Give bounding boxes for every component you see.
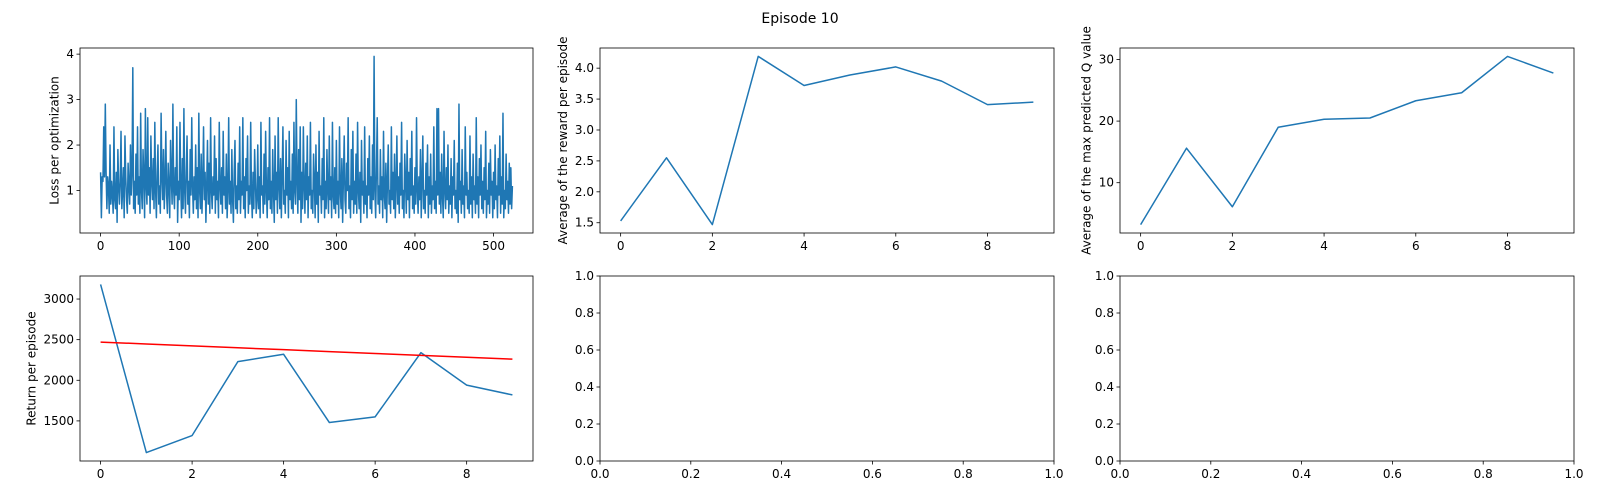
x-tick-label: 100 (168, 239, 191, 253)
y-tick-label: 3000 (43, 292, 74, 306)
figure-title: Episode 10 (761, 11, 838, 27)
x-tick-label: 0.8 (1474, 467, 1493, 481)
subplot: 0.0 0.2 0.4 0.6 0.8 1.0 0.0 0.2 0.4 0.6 0.8 1.0 (1095, 269, 1584, 481)
x-tick-label: 0.2 (681, 467, 700, 481)
y-axis-label: Average of the max predicted Q value (1080, 26, 1094, 255)
x-tick-label: 0.8 (954, 467, 973, 481)
x-tick-label: 6 (1412, 239, 1420, 253)
data-line (1139, 55, 1554, 225)
data-line (100, 341, 513, 360)
y-tick-label: 0.6 (575, 343, 594, 357)
x-tick-label: 1.0 (1564, 467, 1583, 481)
x-tick-label: 0 (1137, 239, 1145, 253)
x-tick-label: 0 (97, 467, 105, 481)
y-tick-label: 4 (66, 47, 74, 61)
y-tick-label: 3.0 (575, 123, 594, 137)
subplot: 0 2 4 6 8 1.5 2.0 2.5 3.0 3.5 4.0 Average of the re… (556, 36, 1055, 253)
y-tick-label: 0.2 (1095, 417, 1114, 431)
x-tick-label: 8 (1504, 239, 1512, 253)
y-tick-label: 30 (1099, 52, 1114, 66)
y-axis-label: Loss per optimization (47, 76, 61, 205)
y-tick-label: 1.0 (1095, 269, 1114, 283)
subplot: 0 2 4 6 8 10 20 30 Average of the max predicted … (1080, 26, 1575, 255)
y-tick-label: 1500 (43, 414, 74, 428)
data-line (99, 284, 513, 454)
subplot: 0 2 4 6 8 1500 2000 2500 3000 Return per episode (24, 275, 534, 481)
x-tick-label: 400 (404, 239, 427, 253)
x-tick-label: 0.6 (863, 467, 882, 481)
y-tick-label: 0.4 (575, 380, 594, 394)
y-tick-label: 4.0 (575, 61, 594, 75)
x-tick-label: 500 (482, 239, 505, 253)
axes-frame (1119, 275, 1575, 462)
y-axis-label: Average of the reward per episode (556, 36, 570, 244)
y-axis-label: Return per episode (24, 311, 38, 425)
y-tick-label: 2 (66, 138, 74, 152)
axes-frame (1119, 47, 1575, 234)
plot-area (99, 55, 514, 224)
plot-area (1139, 55, 1554, 225)
data-line (99, 55, 514, 224)
x-tick-label: 0 (97, 239, 105, 253)
y-tick-label: 1.5 (575, 216, 594, 230)
x-tick-label: 0.6 (1383, 467, 1402, 481)
subplot: 0.0 0.2 0.4 0.6 0.8 1.0 0.0 0.2 0.4 0.6 0.8 1.0 (575, 269, 1064, 481)
x-tick-label: 0.4 (1292, 467, 1311, 481)
x-tick-label: 4 (1320, 239, 1328, 253)
x-tick-label: 0.2 (1201, 467, 1220, 481)
y-tick-label: 0.6 (1095, 343, 1114, 357)
plot-area (620, 55, 1034, 226)
y-tick-label: 10 (1099, 176, 1114, 190)
y-tick-label: 0.4 (1095, 380, 1114, 394)
y-tick-label: 2500 (43, 333, 74, 347)
y-tick-label: 0.8 (575, 306, 594, 320)
x-tick-label: 6 (371, 467, 379, 481)
y-tick-label: 1 (66, 184, 74, 198)
subplot: 0 100 200 300 400 500 1 2 3 4 Loss per optimizatio… (47, 47, 534, 253)
axes-frame (599, 275, 1055, 462)
axes-frame (79, 275, 534, 462)
y-tick-label: 2.0 (575, 185, 594, 199)
y-tick-label: 0.0 (575, 454, 594, 468)
x-tick-label: 2 (1229, 239, 1237, 253)
x-tick-label: 1.0 (1044, 467, 1063, 481)
x-tick-label: 4 (280, 467, 288, 481)
x-tick-label: 4 (800, 239, 808, 253)
x-tick-label: 8 (984, 239, 992, 253)
axes-frame (79, 47, 534, 234)
x-tick-label: 300 (325, 239, 348, 253)
x-tick-label: 8 (463, 467, 471, 481)
axes-frame (599, 47, 1055, 234)
x-tick-label: 0.0 (590, 467, 609, 481)
y-tick-label: 1.0 (575, 269, 594, 283)
x-tick-label: 200 (246, 239, 269, 253)
x-tick-label: 0.4 (772, 467, 791, 481)
y-tick-label: 0.2 (575, 417, 594, 431)
y-tick-label: 2.5 (575, 154, 594, 168)
y-tick-label: 0.8 (1095, 306, 1114, 320)
y-tick-label: 0.0 (1095, 454, 1114, 468)
x-tick-label: 0.0 (1110, 467, 1129, 481)
y-tick-label: 2000 (43, 373, 74, 387)
x-tick-label: 2 (188, 467, 196, 481)
y-tick-label: 3.5 (575, 92, 594, 106)
y-tick-label: 3 (66, 93, 74, 107)
data-line (620, 55, 1034, 226)
y-tick-label: 20 (1099, 114, 1114, 128)
plot-area (99, 284, 513, 454)
x-tick-label: 2 (709, 239, 717, 253)
x-tick-label: 6 (892, 239, 900, 253)
x-tick-label: 0 (617, 239, 625, 253)
